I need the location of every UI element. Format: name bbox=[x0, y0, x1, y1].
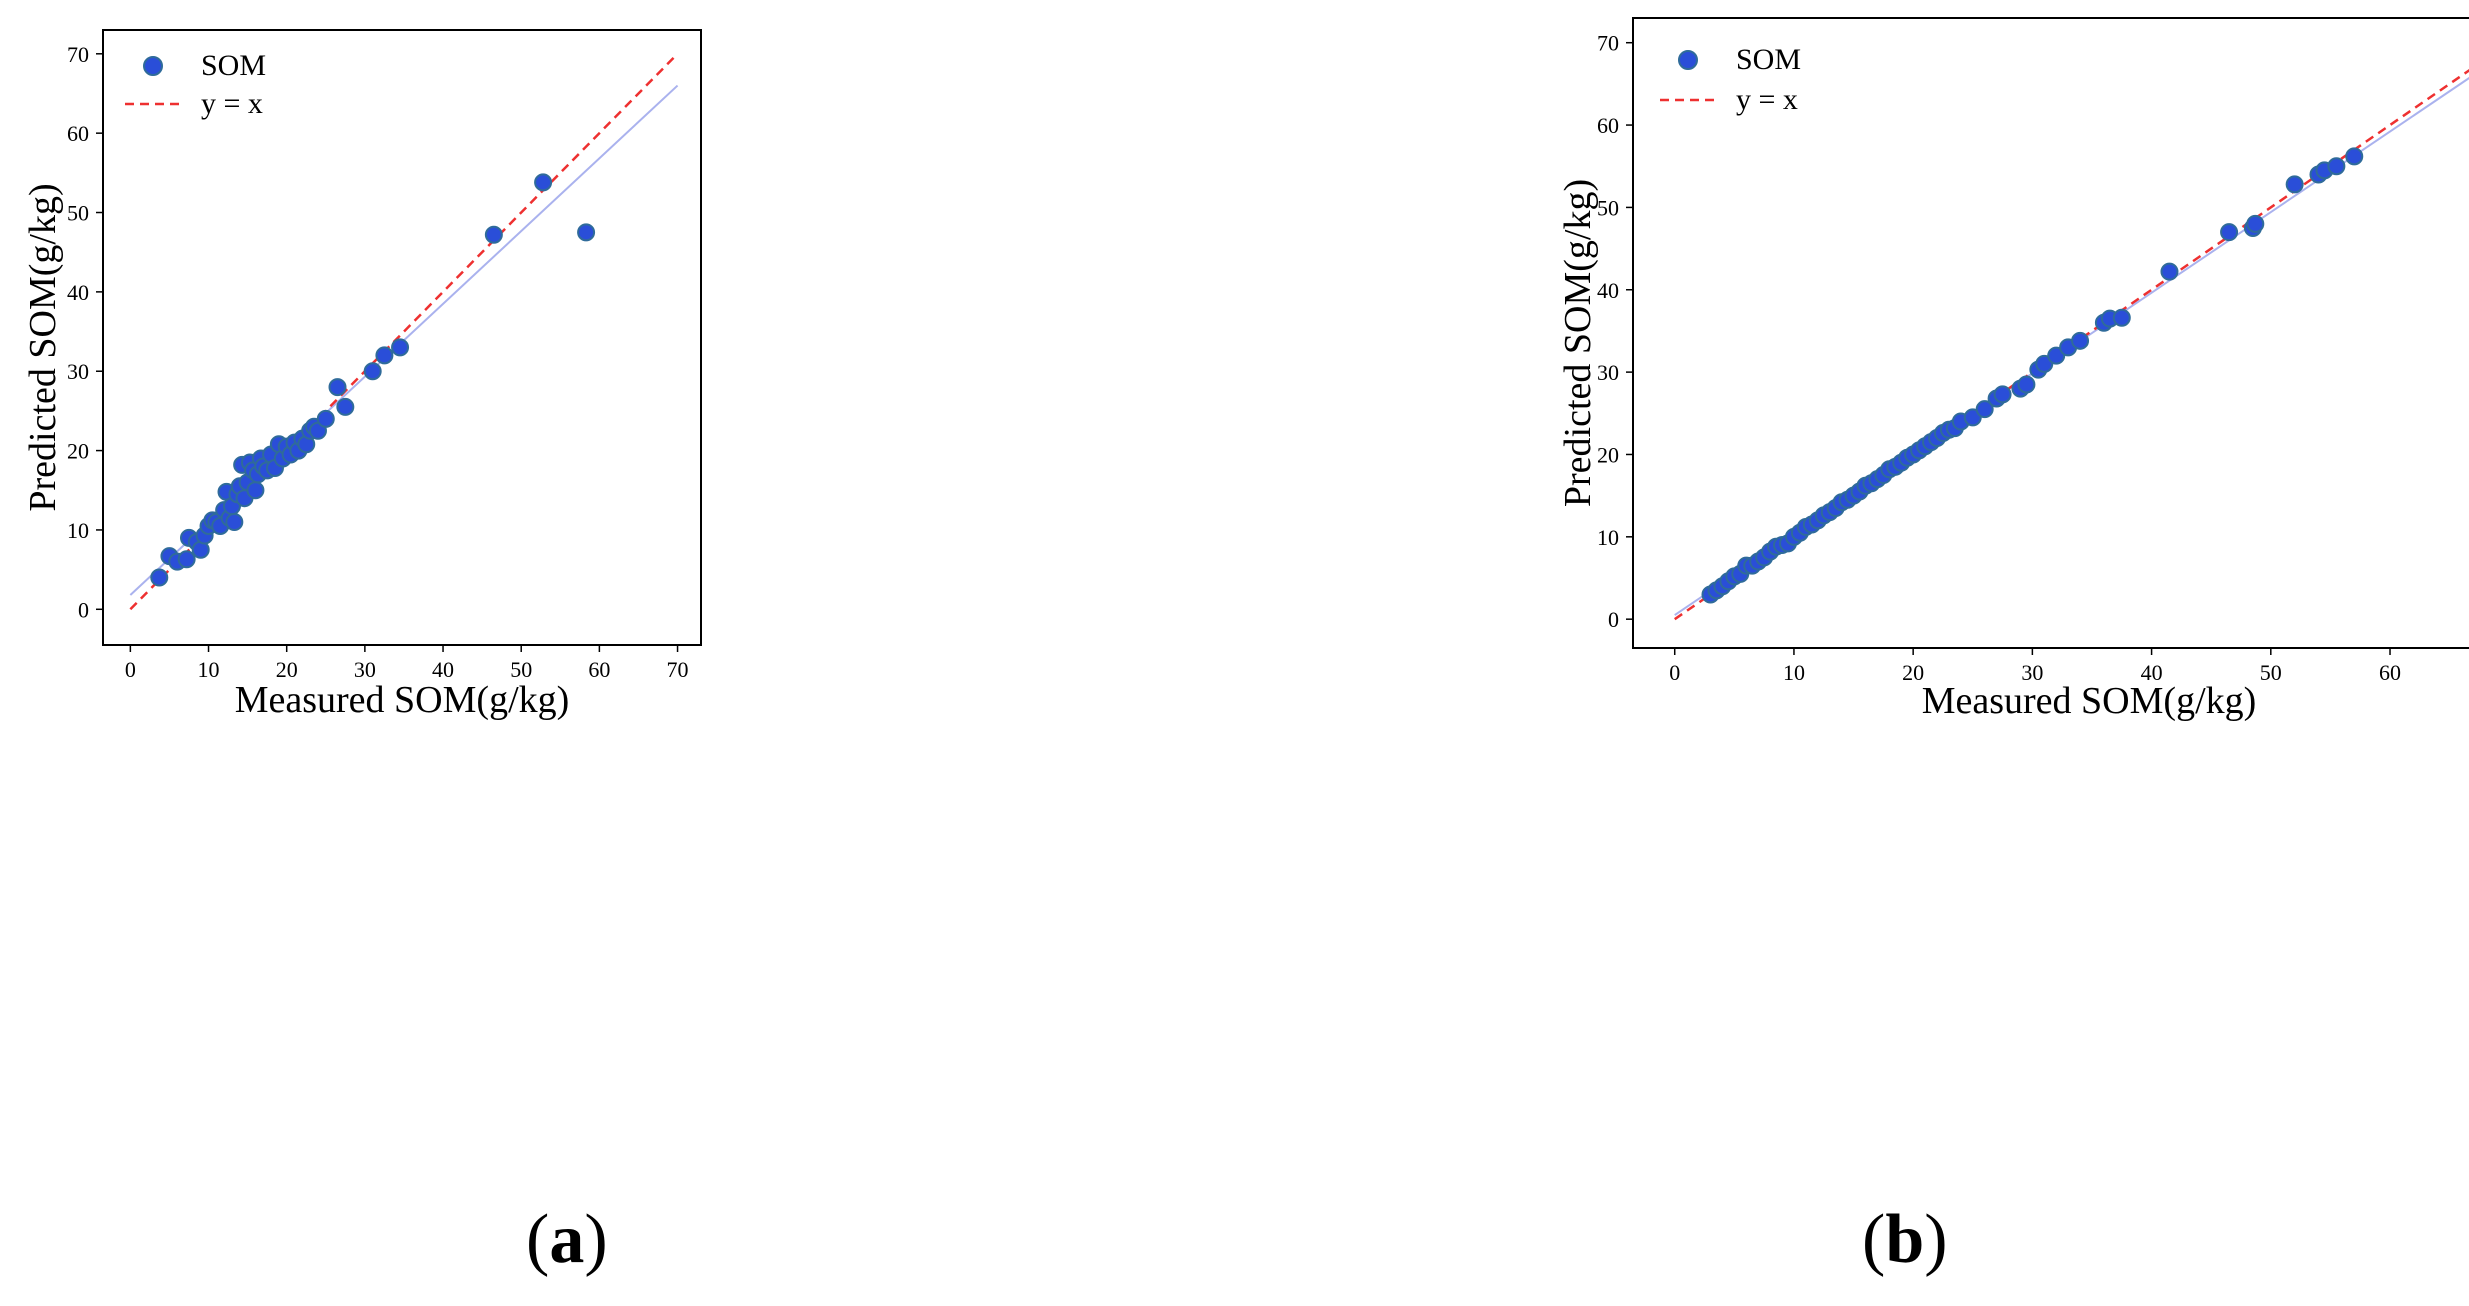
data-point bbox=[328, 378, 347, 397]
data-point bbox=[391, 338, 410, 357]
data-point bbox=[2112, 308, 2131, 327]
data-point bbox=[1993, 385, 2012, 404]
data-point bbox=[2327, 157, 2346, 176]
x-tick-label: 40 bbox=[432, 657, 454, 682]
x-tick-label: 0 bbox=[1669, 660, 1680, 685]
panel-label-b: (b) bbox=[1862, 1201, 1948, 1278]
y-tick-label: 30 bbox=[67, 359, 89, 384]
y-tick-label: 50 bbox=[1597, 195, 1619, 220]
data-point bbox=[2246, 214, 2265, 233]
x-tick-label: 10 bbox=[1783, 660, 1805, 685]
y-tick-label: 10 bbox=[1597, 525, 1619, 550]
legend-label-som: SOM bbox=[201, 49, 266, 82]
panel-label-a: (a) bbox=[526, 1201, 608, 1278]
y-tick-label: 60 bbox=[67, 121, 89, 146]
data-point bbox=[150, 568, 169, 587]
y-tick-label: 60 bbox=[1597, 113, 1619, 138]
data-point bbox=[1975, 400, 1994, 419]
scatter-plot-a: 0 10 20 30 40 50 60 70 0 10 20 30 40 50 60 70 Measured S… bbox=[22, 29, 702, 721]
x-tick-label: 0 bbox=[125, 657, 136, 682]
plot-frame-b bbox=[1632, 17, 2469, 649]
y-tick-label: 10 bbox=[67, 518, 89, 543]
identity-line bbox=[129, 52, 679, 611]
legend-marker-som bbox=[143, 56, 163, 76]
x-tick-label: 70 bbox=[667, 657, 689, 682]
data-point bbox=[225, 513, 244, 531]
x-axis-label: Measured SOM(g/kg) bbox=[1922, 680, 2257, 722]
legend-label-yx: y = x bbox=[201, 87, 263, 120]
data-point bbox=[375, 346, 394, 365]
x-tick-label: 30 bbox=[354, 657, 376, 682]
y-tick-label: 40 bbox=[1597, 278, 1619, 303]
y-tick-label: 70 bbox=[1597, 31, 1619, 56]
y-tick-label: 0 bbox=[1608, 607, 1619, 632]
y-tick-label: 70 bbox=[67, 42, 89, 67]
y-axis-label: Predicted SOM(g/kg) bbox=[22, 183, 64, 511]
y-tick-label: 50 bbox=[67, 201, 89, 226]
x-tick-label: 10 bbox=[198, 657, 220, 682]
data-point bbox=[2017, 375, 2036, 394]
data-point bbox=[363, 362, 382, 381]
data-point bbox=[2160, 262, 2179, 281]
x-tick-label: 50 bbox=[510, 657, 532, 682]
y-axis-label: Predicted SOM(g/kg) bbox=[1557, 179, 1599, 507]
data-point bbox=[484, 225, 503, 244]
x-tick-label: 40 bbox=[2141, 660, 2163, 685]
data-point bbox=[2285, 175, 2304, 194]
x-axis-label: Measured SOM(g/kg) bbox=[235, 679, 570, 721]
y-tick-label: 30 bbox=[1597, 360, 1619, 385]
x-tick-label: 20 bbox=[1902, 660, 1924, 685]
x-tick-label: 60 bbox=[2379, 660, 2401, 685]
legend-label-yx: y = x bbox=[1736, 83, 1798, 116]
legend-label-som: SOM bbox=[1736, 43, 1801, 76]
data-point bbox=[534, 173, 553, 192]
x-tick-label: 50 bbox=[2260, 660, 2282, 685]
x-tick-label: 30 bbox=[2021, 660, 2043, 685]
x-tick-label: 60 bbox=[588, 657, 610, 682]
data-point bbox=[177, 550, 196, 569]
plot-frame-a bbox=[102, 29, 702, 646]
x-tick-label: 20 bbox=[276, 657, 298, 682]
data-point bbox=[2345, 147, 2364, 166]
data-point bbox=[577, 223, 596, 242]
data-point bbox=[246, 481, 265, 500]
data-point bbox=[2071, 331, 2090, 350]
data-point bbox=[316, 409, 335, 428]
y-tick-label: 20 bbox=[1597, 442, 1619, 467]
data-point bbox=[336, 397, 355, 416]
y-tick-label: 40 bbox=[67, 280, 89, 305]
y-tick-label: 20 bbox=[67, 439, 89, 464]
legend-marker-som bbox=[1678, 50, 1698, 70]
y-tick-label: 0 bbox=[78, 597, 89, 622]
data-point bbox=[2220, 223, 2239, 242]
